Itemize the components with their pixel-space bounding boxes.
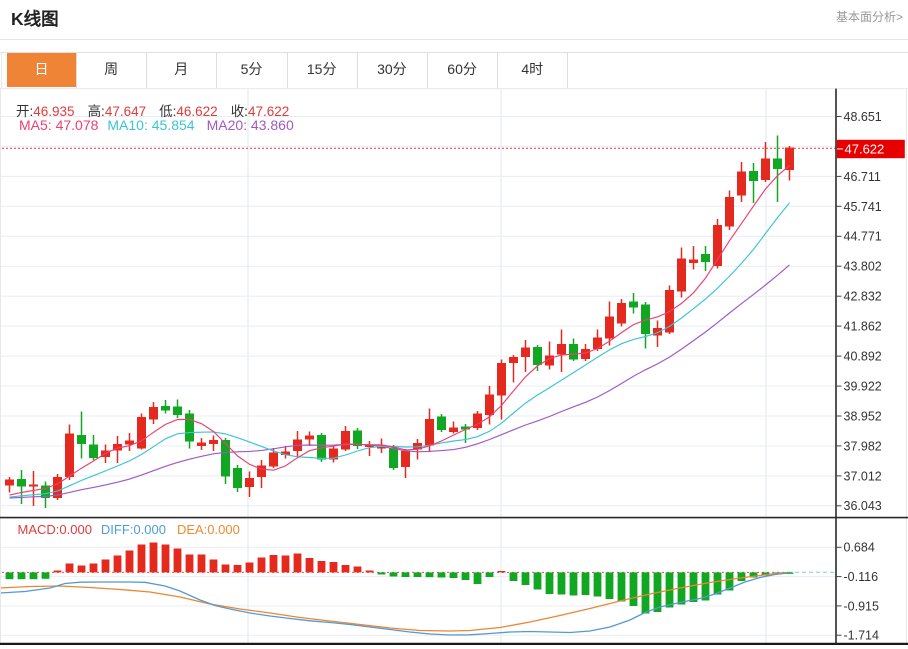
svg-text:46.711: 46.711 — [844, 170, 881, 184]
svg-text:45.741: 45.741 — [844, 200, 882, 214]
svg-text:-0.116: -0.116 — [844, 570, 879, 584]
svg-text:40.892: 40.892 — [844, 350, 882, 364]
svg-text:0.684: 0.684 — [844, 541, 875, 555]
svg-text:-1.714: -1.714 — [844, 629, 879, 643]
svg-text:47.622: 47.622 — [845, 141, 885, 156]
svg-text:42.832: 42.832 — [844, 290, 882, 304]
svg-text:41.862: 41.862 — [844, 320, 882, 334]
svg-text:-0.915: -0.915 — [844, 599, 879, 613]
svg-text:43.802: 43.802 — [844, 260, 882, 274]
svg-text:38.952: 38.952 — [844, 409, 882, 423]
svg-text:39.922: 39.922 — [844, 379, 882, 393]
svg-text:44.771: 44.771 — [844, 230, 882, 244]
svg-text:37.012: 37.012 — [844, 469, 882, 483]
svg-text:48.651: 48.651 — [844, 110, 882, 124]
svg-text:36.043: 36.043 — [844, 499, 882, 513]
svg-text:37.982: 37.982 — [844, 439, 882, 453]
